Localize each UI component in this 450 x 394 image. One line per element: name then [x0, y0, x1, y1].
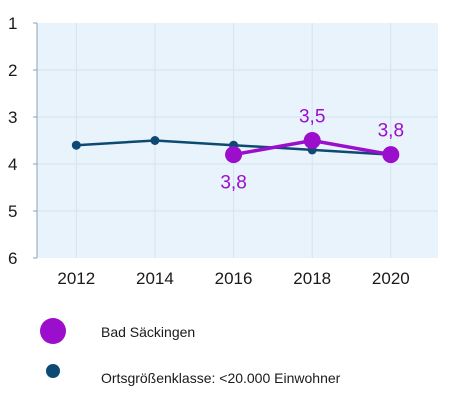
data-point-bad-saeckingen [303, 132, 321, 149]
data-point-ortsgroessenklasse [150, 136, 160, 145]
plot-area [37, 23, 438, 258]
legend-swatch-bad-saeckingen [40, 318, 66, 344]
y-tick-label: 1 [8, 14, 17, 33]
axes: 1 2 3 4 5 6 2012 2014 2016 2018 2020 [8, 14, 410, 288]
data-label-bad-saeckingen: 3,8 [378, 121, 404, 142]
y-tick-label: 2 [8, 61, 17, 80]
x-tick-label: 2018 [293, 269, 331, 288]
y-tick-label: 4 [8, 155, 17, 174]
data-label-bad-saeckingen: 3,8 [220, 173, 246, 194]
data-label-bad-saeckingen: 3,5 [299, 107, 325, 128]
legend-label-bad-saeckingen: Bad Säckingen [101, 324, 196, 340]
x-tick-label: 2014 [136, 269, 174, 288]
legend-item-bad-saeckingen: Bad Säckingen [0, 318, 450, 348]
data-point-ortsgroessenklasse [71, 140, 81, 150]
x-tick-label: 2020 [372, 269, 410, 288]
data-labels: 3,8 3,5 3,8 [220, 107, 404, 194]
legend-item-ortsgroessenklasse: Ortsgrößenklasse: <20.000 Einwohner [0, 364, 450, 394]
data-point-bad-saeckingen [225, 146, 243, 164]
series-layer [71, 132, 400, 164]
legend-swatch-ortsgroessenklasse [46, 364, 60, 378]
y-tick-label: 6 [8, 249, 17, 268]
y-tick-label: 5 [8, 202, 17, 221]
y-tick-label: 3 [8, 108, 17, 127]
legend-label-ortsgroessenklasse: Ortsgrößenklasse: <20.000 Einwohner [101, 370, 341, 386]
line-chart: 1 2 3 4 5 6 2012 2014 2016 2018 2020 3,8 3,5 3,8 [8, 14, 438, 288]
x-tick-label: 2016 [215, 269, 253, 288]
x-tick-label: 2012 [57, 269, 95, 288]
grid-lines [37, 23, 438, 258]
data-point-bad-saeckingen [382, 146, 400, 164]
